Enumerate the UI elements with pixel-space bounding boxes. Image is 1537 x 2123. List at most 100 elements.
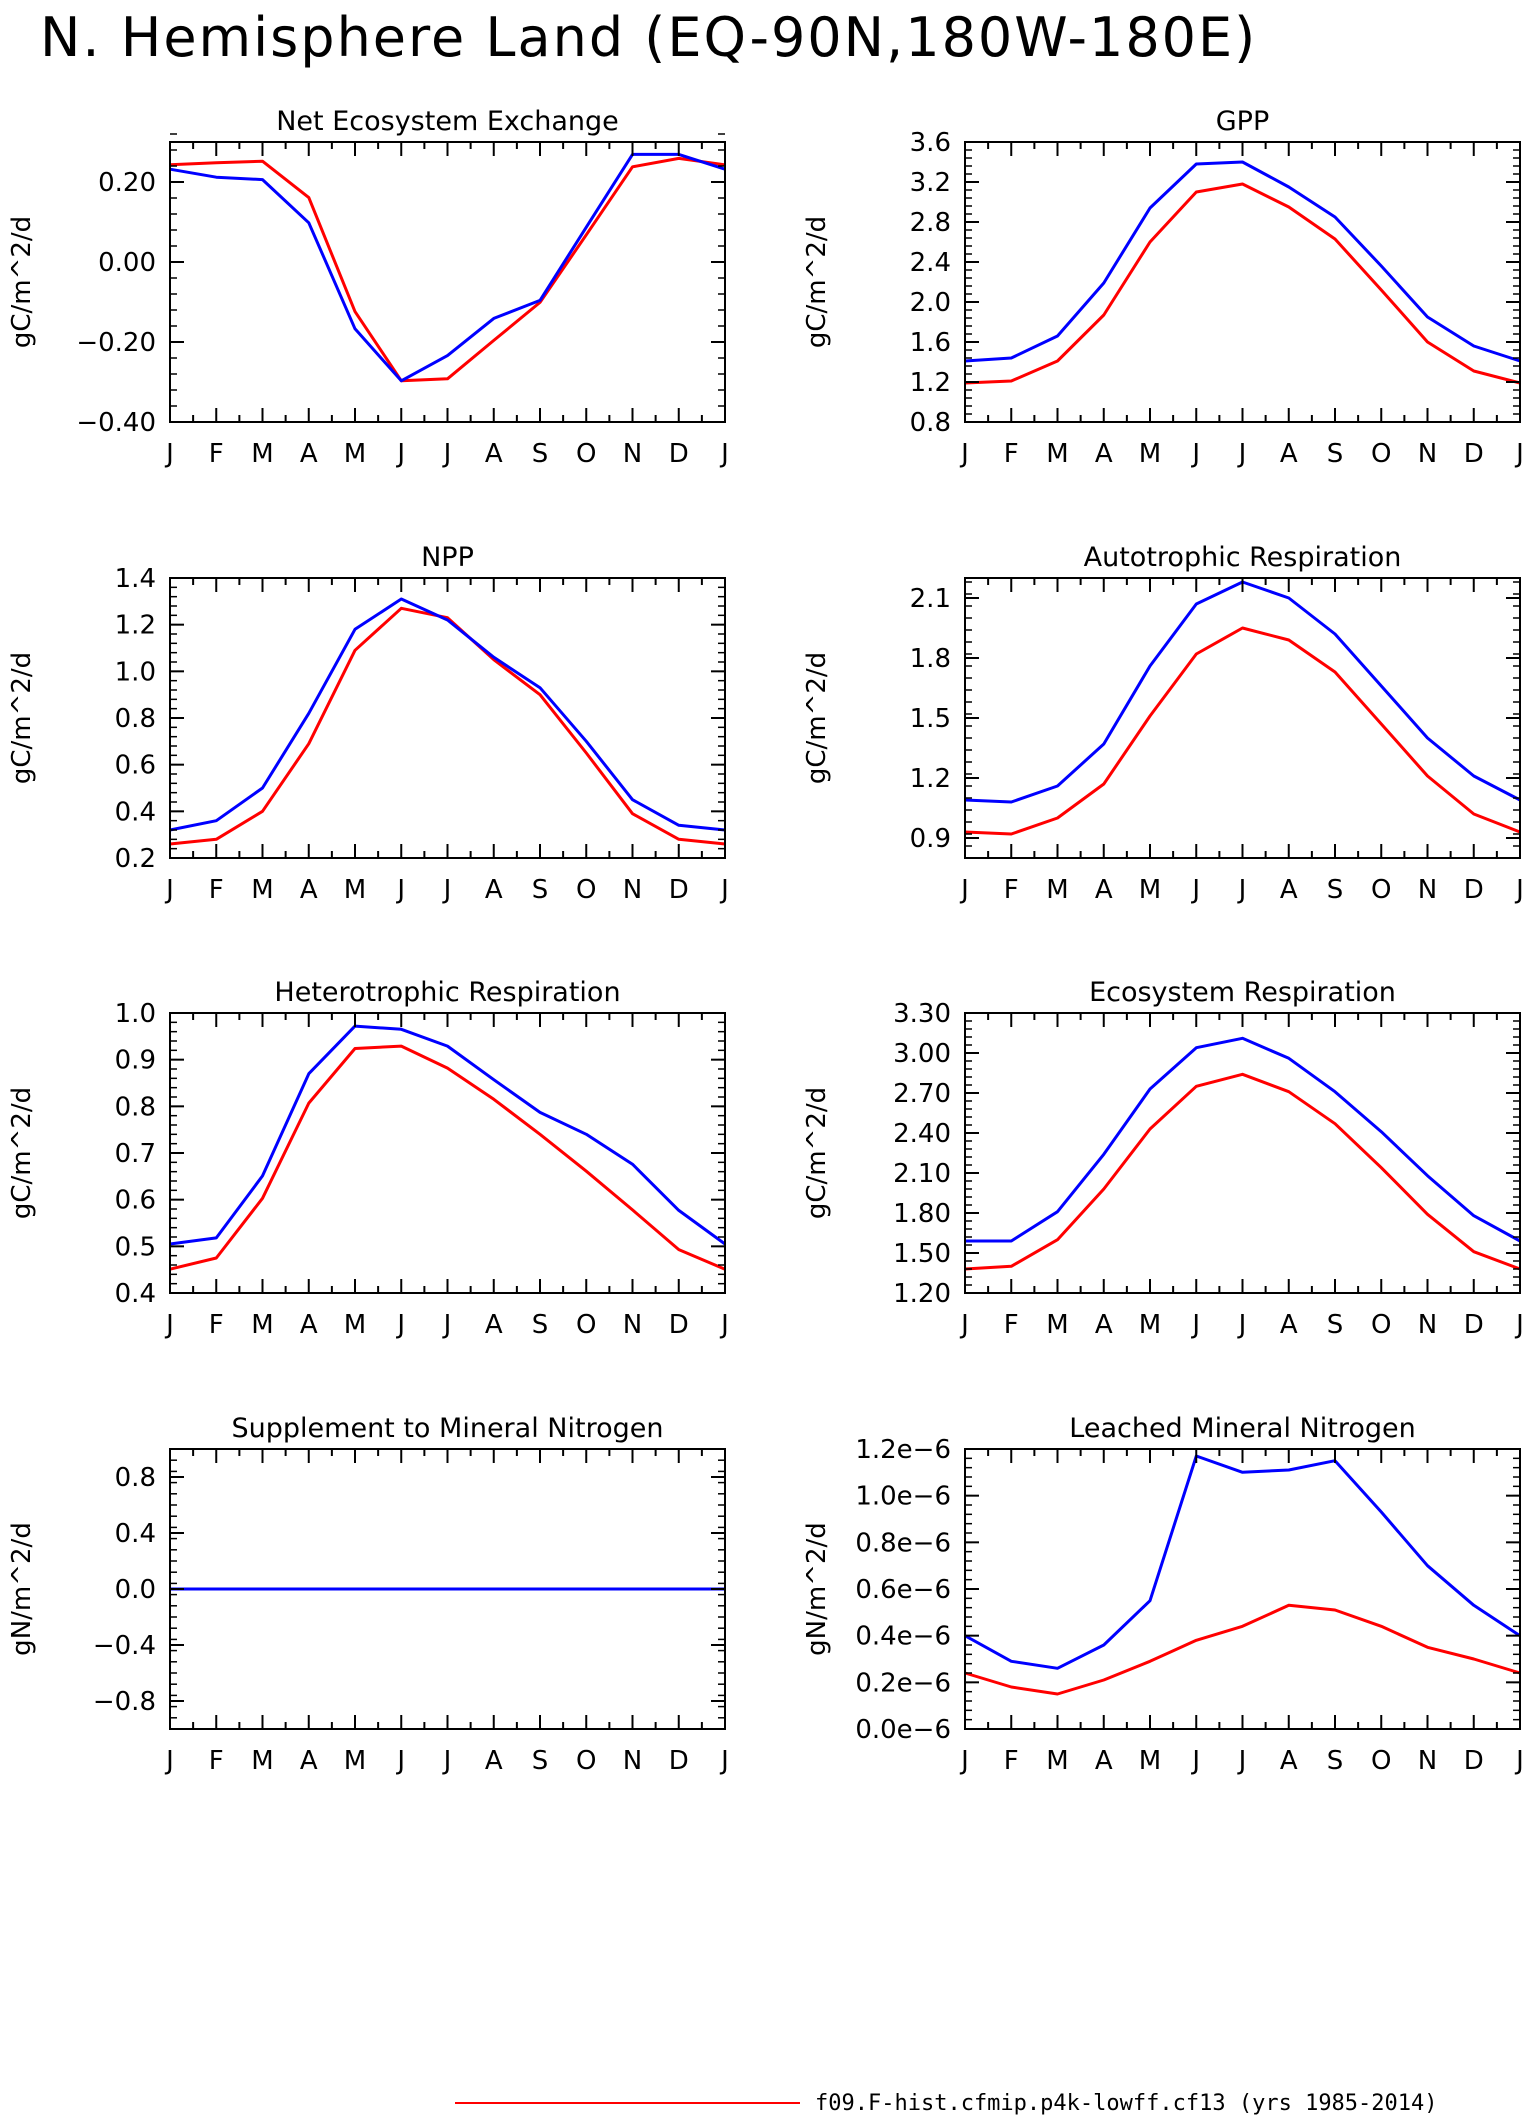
y-axis-label: gC/m^2/d xyxy=(7,1087,37,1219)
x-tick-label: S xyxy=(532,1310,549,1340)
x-tick-label: D xyxy=(669,1746,689,1776)
x-tick-label: A xyxy=(1095,1310,1113,1340)
y-tick-label: 1.0e−6 xyxy=(855,1482,951,1512)
x-tick-label: J xyxy=(1514,1746,1524,1776)
series-line-red xyxy=(964,1072,1521,1271)
y-tick-label: 2.40 xyxy=(893,1119,951,1149)
x-tick-label: F xyxy=(1004,1746,1019,1776)
panel-title: Ecosystem Respiration xyxy=(1089,977,1396,1008)
x-tick-label: J xyxy=(1190,875,1200,905)
y-tick-label: 0.8 xyxy=(910,408,951,438)
panel-title: Autotrophic Respiration xyxy=(1084,542,1402,573)
x-tick-label: J xyxy=(959,1746,969,1776)
y-tick-label: 2.10 xyxy=(893,1159,951,1189)
x-tick-label: A xyxy=(485,1310,503,1340)
y-tick-label: 0.20 xyxy=(98,168,156,198)
y-tick-label: 1.2 xyxy=(910,764,951,794)
x-tick-label: N xyxy=(623,1746,642,1776)
series-line-blue xyxy=(965,1036,1521,1243)
x-tick-label: A xyxy=(300,439,318,469)
panel-title: Heterotrophic Respiration xyxy=(274,977,620,1008)
x-tick-label: N xyxy=(1418,1310,1437,1340)
x-tick-label: A xyxy=(1280,1746,1298,1776)
y-tick-label: 0.9 xyxy=(910,824,951,854)
x-tick-label: J xyxy=(395,875,405,905)
y-tick-label: −0.8 xyxy=(93,1687,156,1717)
y-axis-label: gN/m^2/d xyxy=(802,1522,832,1656)
x-tick-label: O xyxy=(1371,1310,1391,1340)
x-tick-label: S xyxy=(1327,875,1344,905)
y-tick-label: 1.4 xyxy=(115,564,156,594)
y-tick-label: 0.0e−6 xyxy=(855,1715,951,1745)
plot-frame xyxy=(964,1012,1521,1294)
x-tick-label: D xyxy=(669,1310,689,1340)
x-tick-label: J xyxy=(1190,1746,1200,1776)
x-tick-label: M xyxy=(251,1310,273,1340)
y-tick-label: 1.80 xyxy=(893,1199,951,1229)
x-tick-label: F xyxy=(1004,1310,1019,1340)
panel-title: Net Ecosystem Exchange xyxy=(276,106,619,137)
x-tick-label: D xyxy=(669,875,689,905)
y-tick-label: 2.8 xyxy=(910,208,951,238)
y-axis-label: gC/m^2/d xyxy=(7,652,37,784)
y-tick-label: 0.0 xyxy=(115,1575,156,1605)
x-tick-label: A xyxy=(1095,875,1113,905)
x-tick-label: S xyxy=(1327,439,1344,469)
series-line-blue xyxy=(169,1024,726,1246)
y-ticks: 0.4 0.5 0.6 0.7 0.8 0.9 1.0 xyxy=(115,999,725,1309)
y-tick-label: 1.2 xyxy=(910,368,951,398)
x-tick-label: F xyxy=(209,1310,224,1340)
x-tick-label: N xyxy=(623,1310,642,1340)
y-tick-label: 0.8 xyxy=(115,704,156,734)
series-line-red xyxy=(169,1044,726,1271)
y-tick-label: 0.00 xyxy=(98,248,156,278)
x-tick-label: A xyxy=(485,1746,503,1776)
x-tick-label: M xyxy=(1139,875,1161,905)
y-axis-label: gC/m^2/d xyxy=(7,216,37,348)
series-line-red xyxy=(964,626,1521,836)
y-tick-label: 1.5 xyxy=(910,704,951,734)
x-tick-label: J xyxy=(164,875,174,905)
x-tick-label: M xyxy=(1046,439,1068,469)
x-tick-label: M xyxy=(1046,1746,1068,1776)
y-tick-label: 0.4 xyxy=(115,797,156,827)
y-tick-label: 0.4e−6 xyxy=(855,1622,951,1652)
x-tick-label: J xyxy=(395,1746,405,1776)
x-tick-label: A xyxy=(1280,439,1298,469)
series-line-red xyxy=(169,156,726,383)
series-line-red xyxy=(169,606,726,846)
y-ticks: 0.2 0.4 0.6 0.8 1.0 1.2 1.4 xyxy=(115,564,725,874)
series-line-blue xyxy=(169,152,726,383)
y-tick-label: 0.8e−6 xyxy=(855,1528,951,1558)
x-tick-label: J xyxy=(959,439,969,469)
series-line-blue xyxy=(964,160,1521,363)
x-tick-label: J xyxy=(719,439,729,469)
x-tick-label: O xyxy=(1371,875,1391,905)
x-tick-label: N xyxy=(1418,875,1437,905)
y-tick-label: −0.40 xyxy=(76,408,156,438)
y-tick-label: 1.2 xyxy=(115,611,156,641)
y-tick-label: 0.8 xyxy=(115,1463,156,1493)
y-tick-label: 0.2 xyxy=(115,844,156,874)
y-axis-label: gC/m^2/d xyxy=(802,216,832,348)
x-tick-label: O xyxy=(576,1310,596,1340)
x-tick-label: O xyxy=(576,1746,596,1776)
x-tick-label: J xyxy=(164,1310,174,1340)
y-tick-label: −0.4 xyxy=(93,1631,156,1661)
y-ticks: 1.20 1.50 1.80 2.10 2.40 2.70 3.00 3.30 xyxy=(893,999,1520,1309)
x-tick-label: S xyxy=(532,875,549,905)
x-tick-label: J xyxy=(442,1746,452,1776)
y-tick-label: 0.4 xyxy=(115,1519,156,1549)
plot-frame xyxy=(964,1448,1521,1730)
legend: f09.F-hist.cfmip.p4k-lowff.cf13 (yrs 198… xyxy=(455,2091,1438,2116)
x-tick-label: N xyxy=(1418,1746,1437,1776)
x-tick-label: J xyxy=(395,439,405,469)
x-tick-label: A xyxy=(485,875,503,905)
